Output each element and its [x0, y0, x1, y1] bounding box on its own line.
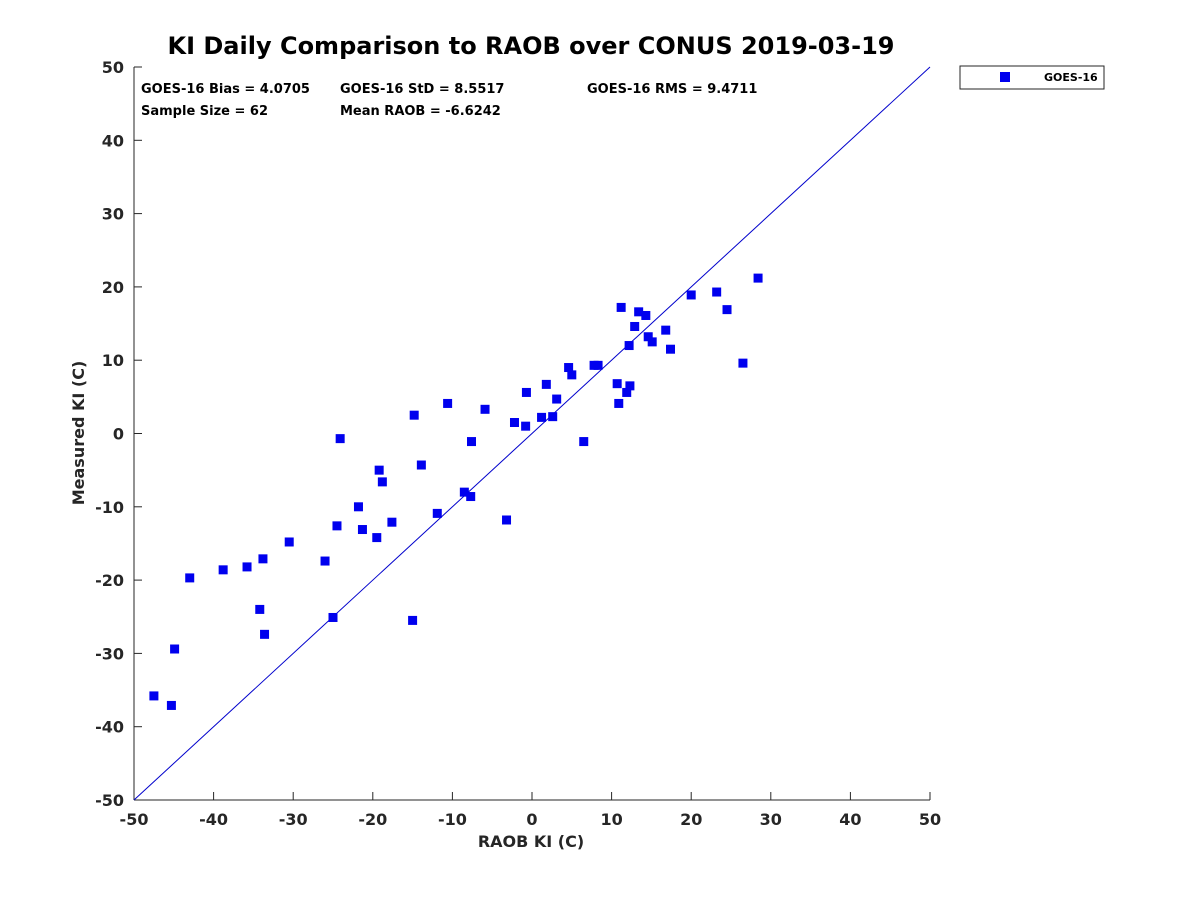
data-point [641, 310, 651, 320]
x-axis-label: RAOB KI (C) [478, 832, 584, 851]
data-point [443, 398, 453, 408]
x-tick-label: 30 [760, 810, 782, 829]
data-point [170, 644, 180, 654]
data-point [242, 562, 252, 572]
data-point [686, 290, 696, 300]
y-tick-label: -40 [95, 718, 124, 737]
x-tick-label: 10 [600, 810, 622, 829]
data-point [643, 332, 653, 342]
data-point [521, 421, 531, 431]
data-point [647, 337, 657, 347]
data-point [624, 341, 634, 351]
one-to-one-reference-line [133, 66, 931, 801]
x-tick-label: -50 [120, 810, 149, 829]
data-point [548, 412, 558, 422]
data-point [666, 344, 676, 354]
data-point [335, 434, 345, 444]
data-point [374, 465, 384, 475]
data-point [537, 412, 547, 422]
data-point [622, 387, 632, 397]
y-tick-label: 0 [113, 425, 124, 444]
data-point [467, 437, 477, 447]
data-point [466, 492, 476, 502]
data-point [502, 515, 512, 525]
y-tick-label: 40 [102, 131, 124, 150]
y-tick-label: -20 [95, 571, 124, 590]
data-point [564, 363, 574, 373]
y-tick-label: -50 [95, 791, 124, 810]
x-tick-label: 40 [839, 810, 861, 829]
stat-sample-size: Sample Size = 62 [141, 104, 268, 119]
x-tick-label: 0 [526, 810, 537, 829]
y-tick-label: 50 [102, 58, 124, 77]
data-point [218, 565, 228, 575]
data-point [357, 525, 367, 535]
data-point [328, 612, 338, 622]
x-tick-label: 50 [919, 810, 941, 829]
data-point [416, 460, 426, 470]
data-point [579, 437, 589, 447]
data-point [258, 554, 268, 564]
data-point [634, 307, 644, 317]
data-point [255, 604, 265, 614]
y-tick-label: -10 [95, 498, 124, 517]
data-point [149, 691, 159, 701]
data-point [541, 379, 551, 389]
data-point [166, 700, 176, 710]
legend-box [959, 65, 1105, 90]
data-point [567, 370, 577, 380]
data-point [722, 305, 732, 315]
data-point [409, 410, 419, 420]
legend-label-goes16: GOES-16 [1044, 71, 1098, 84]
x-tick-label: 20 [680, 810, 702, 829]
chart-title: KI Daily Comparison to RAOB over CONUS 2… [168, 32, 895, 60]
y-axis-ticks: 50 40 30 20 10 0 -10 -20 -30 -40 -50 [95, 58, 142, 810]
x-tick-label: -10 [438, 810, 467, 829]
y-axis-label: Measured KI (C) [69, 361, 88, 506]
data-point [353, 502, 363, 512]
stat-mean-raob: Mean RAOB = -6.6242 [340, 104, 501, 119]
data-point [712, 287, 722, 297]
data-point [521, 387, 531, 397]
x-axis-ticks: -50 -40 -30 -20 -10 0 10 20 30 40 50 [120, 792, 941, 829]
data-point [630, 321, 640, 331]
data-point [593, 360, 603, 370]
data-point [185, 573, 195, 583]
stat-rms: GOES-16 RMS = 9.4711 [587, 82, 757, 97]
data-point [387, 517, 397, 527]
data-point [509, 418, 519, 428]
data-point [612, 379, 622, 389]
y-tick-label: 10 [102, 351, 124, 370]
data-point [332, 521, 342, 531]
y-tick-label: 30 [102, 205, 124, 224]
data-point [738, 358, 748, 368]
data-point [377, 477, 387, 487]
x-tick-label: -20 [358, 810, 387, 829]
data-points-goes16 [149, 273, 763, 710]
y-tick-label: -30 [95, 644, 124, 663]
data-point [661, 325, 671, 335]
x-tick-label: -30 [279, 810, 308, 829]
legend: GOES-16 [959, 65, 1105, 90]
data-point [552, 394, 562, 404]
data-point [432, 508, 442, 518]
data-point [260, 629, 270, 639]
data-point [480, 404, 490, 414]
stat-std: GOES-16 StD = 8.5517 [340, 82, 504, 97]
data-point [753, 273, 763, 283]
y-tick-label: 20 [102, 278, 124, 297]
x-tick-label: -40 [199, 810, 228, 829]
data-point [320, 556, 330, 566]
data-point [614, 398, 624, 408]
data-point [616, 302, 626, 312]
data-point [459, 487, 469, 497]
data-point [625, 381, 635, 391]
data-point [372, 533, 382, 543]
data-point [284, 537, 294, 547]
data-point [408, 615, 418, 625]
stat-bias: GOES-16 Bias = 4.0705 [141, 82, 310, 97]
legend-marker-goes16 [1000, 72, 1010, 82]
